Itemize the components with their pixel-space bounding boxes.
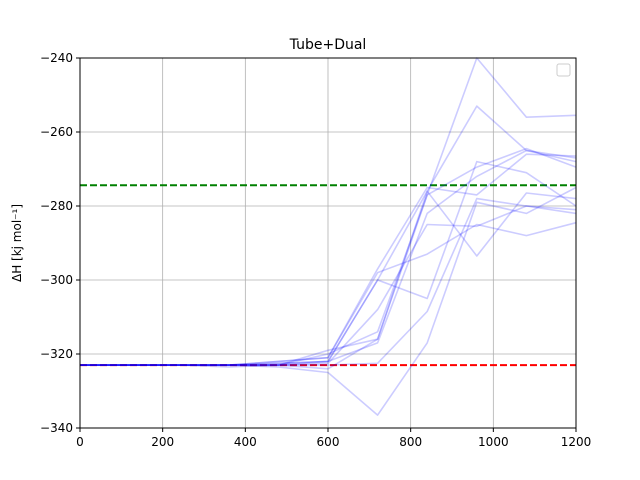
reference-lines <box>80 184 576 367</box>
legend-box <box>556 63 571 77</box>
x-tick-label: 1200 <box>561 435 592 449</box>
series-line <box>80 105 577 366</box>
x-tick-label: 800 <box>399 435 422 449</box>
series-line <box>80 190 577 366</box>
series-line <box>80 147 577 370</box>
x-tick-label: 600 <box>317 435 340 449</box>
x-tick-label: 400 <box>234 435 257 449</box>
series-line <box>80 221 577 366</box>
series-line <box>80 153 577 366</box>
series-lines <box>80 57 577 416</box>
series-line <box>80 160 577 366</box>
series-line <box>80 186 577 416</box>
x-tick-label: 0 <box>76 435 84 449</box>
series-line <box>80 57 577 368</box>
series-line <box>80 205 577 366</box>
y-axis-label: ΔH [kj mol⁻¹] <box>10 204 24 282</box>
y-tick-label: −320 <box>40 347 73 361</box>
y-tick-label: −300 <box>40 273 73 287</box>
x-tick-label: 1000 <box>478 435 509 449</box>
y-tick-label: −280 <box>40 199 73 213</box>
y-axis: −340 −320 −300 −280 −260 −240 <box>40 51 80 435</box>
y-tick-label: −240 <box>40 51 73 65</box>
series-line <box>80 149 577 366</box>
x-tick-label: 200 <box>151 435 174 449</box>
x-axis: 0 200 400 600 800 1000 1200 <box>76 428 591 449</box>
y-tick-label: −340 <box>40 421 73 435</box>
y-tick-label: −260 <box>40 125 73 139</box>
series-line <box>80 197 577 366</box>
chart-title: Tube+Dual <box>289 37 367 53</box>
